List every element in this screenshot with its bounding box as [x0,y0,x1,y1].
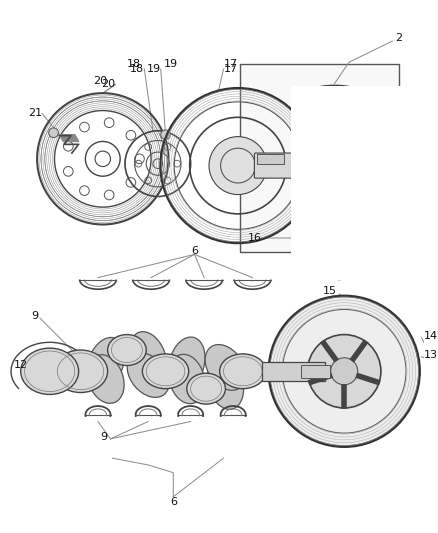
Ellipse shape [169,354,205,403]
Bar [301,365,330,378]
Text: 16: 16 [248,233,262,243]
Bar [303,152,367,181]
Bar [240,64,399,253]
Text: 21: 21 [28,108,42,118]
Circle shape [326,253,353,279]
Circle shape [209,136,267,195]
Ellipse shape [142,354,189,389]
Ellipse shape [303,142,367,161]
Ellipse shape [304,102,365,121]
Circle shape [354,161,365,172]
Text: 19: 19 [147,64,161,74]
Text: 12: 12 [14,360,28,369]
Text: 18: 18 [130,64,144,74]
Text: 18: 18 [127,59,141,69]
Text: 17: 17 [223,64,238,74]
Circle shape [161,130,170,140]
Circle shape [304,161,315,172]
Text: 19: 19 [164,59,178,69]
Ellipse shape [129,332,167,384]
Ellipse shape [303,172,367,191]
FancyBboxPatch shape [254,153,295,178]
Ellipse shape [127,353,169,398]
Bar [262,361,325,381]
Circle shape [332,259,346,273]
Bar [307,164,362,171]
Circle shape [269,296,420,447]
Ellipse shape [108,335,146,366]
Ellipse shape [169,337,205,390]
Ellipse shape [207,357,244,409]
Text: 14: 14 [424,330,438,341]
Text: 17: 17 [223,59,238,69]
Text: 6: 6 [170,497,177,507]
Bar [257,154,284,164]
Ellipse shape [219,354,266,389]
Text: 9: 9 [100,432,108,442]
Polygon shape [59,135,79,141]
Circle shape [49,128,58,138]
Text: 20: 20 [101,79,115,90]
Ellipse shape [304,94,365,114]
Text: 3: 3 [412,185,419,196]
Text: 1: 1 [410,103,417,112]
Text: 20: 20 [93,76,108,86]
Bar [291,86,436,279]
Text: 2: 2 [396,33,403,43]
Ellipse shape [21,348,79,394]
Ellipse shape [304,85,365,107]
Circle shape [307,335,381,408]
Ellipse shape [205,344,246,390]
Text: 9: 9 [31,311,38,321]
Circle shape [331,358,358,385]
Text: 15: 15 [322,286,336,296]
Ellipse shape [53,350,108,392]
Text: 6: 6 [191,246,198,255]
Circle shape [356,234,362,240]
Text: 13: 13 [424,350,438,360]
Ellipse shape [87,354,124,403]
Ellipse shape [304,109,365,126]
Ellipse shape [87,337,124,390]
Ellipse shape [187,373,226,404]
Circle shape [427,364,438,379]
